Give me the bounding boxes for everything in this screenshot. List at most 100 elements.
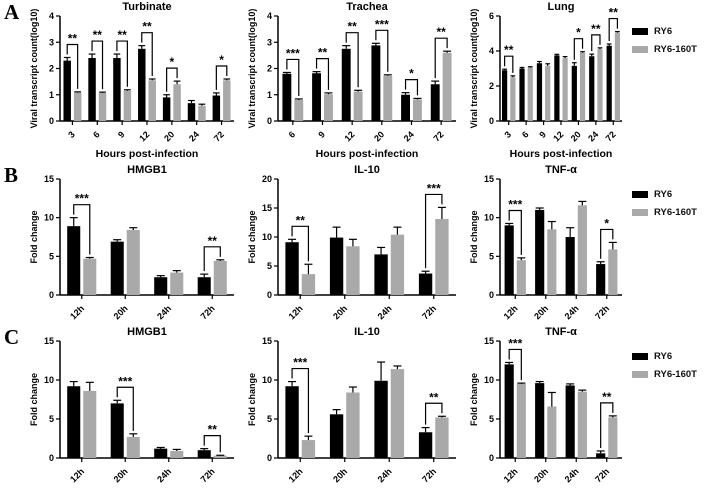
svg-text:**: ** (591, 22, 601, 36)
svg-text:6: 6 (91, 129, 102, 140)
svg-text:24: 24 (586, 129, 600, 143)
svg-text:0: 0 (49, 290, 54, 300)
svg-text:0: 0 (267, 116, 272, 126)
svg-text:12h: 12h (68, 466, 86, 484)
svg-text:6: 6 (520, 129, 531, 140)
svg-text:Fold change: Fold change (29, 210, 39, 263)
svg-text:Viral transcript count(log10): Viral transcript count(log10) (469, 9, 479, 129)
turbinate-bar-chart: Turbinate Viral transcript count(log10) 0 1… (29, 1, 234, 160)
panel-row-b: B HMGB1 Fold change 0 5 10 15 12h 20h 24h 72h *** *… (0, 163, 709, 325)
svg-text:Trachea: Trachea (346, 1, 388, 13)
svg-text:Fold change: Fold change (29, 373, 39, 426)
svg-text:***: *** (508, 336, 522, 350)
svg-text:72h: 72h (199, 303, 217, 321)
svg-text:Lung: Lung (548, 1, 575, 13)
svg-text:Hours post-infection: Hours post-infection (96, 148, 199, 160)
legend-swatch-ry6-160t (632, 209, 648, 216)
svg-text:24h: 24h (376, 303, 394, 321)
svg-text:4: 4 (267, 11, 272, 21)
svg-text:0: 0 (267, 290, 272, 300)
legend-row-b: RY6 RY6-160T (632, 163, 709, 325)
svg-text:***: *** (118, 374, 132, 388)
svg-text:10: 10 (262, 232, 272, 242)
svg-text:Turbinate: Turbinate (122, 1, 171, 13)
svg-text:***: *** (293, 356, 307, 370)
panel-label-c: C (4, 325, 20, 349)
svg-text:HMGB1: HMGB1 (127, 164, 167, 176)
svg-text:**: ** (68, 31, 78, 45)
chart-trachea: Trachea Viral transcript count(log10) 0 1 2 3… (244, 0, 466, 163)
svg-text:24: 24 (187, 129, 201, 143)
svg-text:15: 15 (44, 174, 54, 184)
svg-text:20h: 20h (331, 466, 349, 484)
panel-label-a: A (4, 0, 20, 24)
svg-text:*: * (604, 216, 609, 230)
svg-text:**: ** (504, 43, 514, 57)
svg-text:3: 3 (49, 37, 54, 47)
svg-text:**: ** (602, 390, 612, 404)
legend-swatch-ry6 (632, 191, 648, 198)
legend-item-ry6: RY6 (632, 189, 709, 200)
svg-text:IL-10: IL-10 (354, 326, 380, 338)
svg-text:0: 0 (49, 116, 54, 126)
svg-text:24h: 24h (376, 466, 394, 484)
svg-text:20: 20 (162, 129, 176, 143)
svg-text:10: 10 (484, 375, 494, 385)
svg-text:Viral transcript count(log10): Viral transcript count(log10) (247, 9, 257, 129)
svg-text:72h: 72h (593, 466, 611, 484)
svg-text:***: *** (508, 197, 522, 211)
svg-text:TNF-α: TNF-α (545, 164, 577, 176)
svg-text:**: ** (318, 46, 328, 60)
svg-text:12: 12 (342, 129, 356, 143)
svg-text:20: 20 (372, 129, 386, 143)
panel-label-b: B (4, 163, 19, 187)
svg-text:0: 0 (267, 453, 272, 463)
svg-text:***: *** (75, 192, 89, 206)
svg-text:HMGB1: HMGB1 (127, 326, 167, 338)
legend-label-ry6: RY6 (654, 26, 673, 37)
svg-text:Fold change: Fold change (469, 373, 479, 426)
svg-text:10: 10 (262, 375, 272, 385)
svg-text:6: 6 (489, 11, 494, 21)
chart-lung: Lung Viral transcript count(log10) 0 2 4 6 3 6 9… (466, 0, 632, 163)
svg-text:12h: 12h (287, 466, 305, 484)
svg-text:Hours post-infection: Hours post-infection (316, 148, 419, 160)
svg-text:6: 6 (287, 129, 298, 140)
chart-tnfa-b: TNF-α Fold change 0 5 10 15 12h 20h 24h 72h *** * (466, 163, 632, 325)
legend-label-ry6: RY6 (654, 351, 673, 362)
svg-text:3: 3 (66, 129, 77, 140)
svg-text:72h: 72h (420, 466, 438, 484)
svg-text:**: ** (609, 6, 619, 20)
legend-item-ry6-160t: RY6-160T (632, 369, 709, 380)
svg-text:**: ** (142, 20, 152, 34)
svg-text:12: 12 (137, 129, 151, 143)
svg-text:20h: 20h (331, 303, 349, 321)
svg-text:TNF-α: TNF-α (545, 326, 577, 338)
svg-text:4: 4 (49, 11, 54, 21)
svg-text:***: *** (375, 17, 389, 31)
legend-swatch-ry6-160t (632, 46, 648, 53)
svg-text:9: 9 (316, 129, 327, 140)
svg-text:15: 15 (484, 336, 494, 346)
svg-text:Fold change: Fold change (247, 210, 257, 263)
svg-text:10: 10 (44, 375, 54, 385)
svg-text:15: 15 (262, 336, 272, 346)
svg-text:*: * (170, 55, 175, 69)
svg-text:**: ** (93, 28, 103, 42)
svg-text:2: 2 (489, 81, 494, 91)
svg-text:72: 72 (604, 129, 618, 143)
legend-swatch-ry6-160t (632, 371, 648, 378)
legend-item-ry6: RY6 (632, 26, 709, 37)
svg-text:20h: 20h (112, 303, 130, 321)
svg-text:IL-10: IL-10 (354, 164, 380, 176)
svg-text:*: * (409, 67, 414, 81)
chart-tnfa-c: TNF-α Fold change 0 5 10 15 12h 20h 24h 72h *** ** (466, 325, 632, 488)
svg-text:***: *** (286, 46, 300, 60)
svg-text:5: 5 (49, 251, 54, 261)
